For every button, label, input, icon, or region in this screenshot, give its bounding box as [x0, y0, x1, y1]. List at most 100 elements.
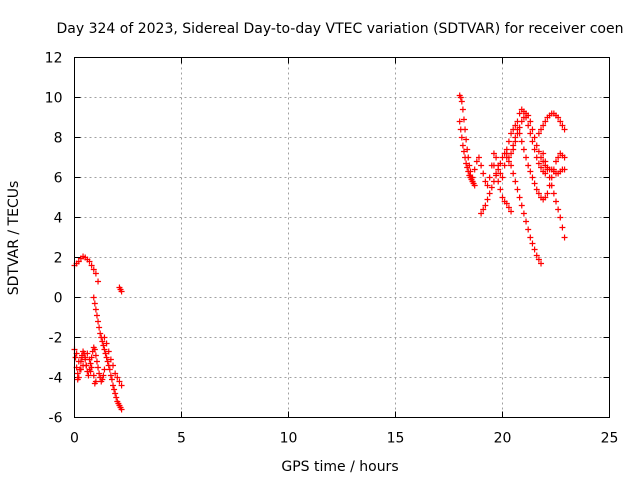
data-point: [508, 162, 515, 169]
data-point: [92, 352, 99, 359]
data-point: [516, 124, 523, 131]
data-point: [544, 190, 551, 197]
data-point: [91, 380, 98, 387]
data-point: [542, 194, 549, 201]
data-point: [95, 364, 102, 371]
x-tick-label: 15: [387, 431, 405, 447]
data-point: [480, 206, 487, 213]
data-point: [486, 174, 493, 181]
data-point: [478, 210, 485, 217]
data-point: [112, 370, 119, 377]
data-point: [525, 226, 532, 233]
data-point: [520, 146, 527, 153]
data-point: [540, 150, 547, 157]
data-point: [490, 162, 497, 169]
data-point: [529, 174, 536, 181]
data-point: [105, 348, 112, 355]
data-point: [495, 178, 502, 185]
data-point: [471, 166, 478, 173]
data-point: [529, 138, 536, 145]
data-point: [555, 206, 562, 213]
data-point: [103, 354, 110, 361]
data-point: [557, 214, 564, 221]
data-point: [88, 262, 95, 269]
data-point: [514, 130, 521, 137]
data-point: [535, 148, 542, 155]
data-point: [548, 182, 555, 189]
data-point: [538, 126, 545, 133]
data-point: [104, 358, 111, 365]
data-point: [514, 186, 521, 193]
data-point: [525, 122, 532, 129]
x-tick-label: 10: [280, 431, 298, 447]
data-point: [505, 204, 512, 211]
data-point: [112, 390, 119, 397]
data-point: [111, 386, 118, 393]
data-point: [529, 126, 536, 133]
y-tick-label: 2: [54, 251, 63, 267]
data-point: [561, 234, 568, 241]
data-point: [116, 378, 123, 385]
data-point: [503, 146, 510, 153]
data-point: [510, 170, 517, 177]
data-point: [538, 154, 545, 161]
data-point: [542, 170, 549, 177]
data-point: [555, 114, 562, 121]
x-tick-label: 25: [601, 431, 619, 447]
data-point: [99, 376, 106, 383]
data-point: [101, 346, 108, 353]
data-point: [531, 180, 538, 187]
data-point: [459, 106, 466, 113]
data-point: [90, 266, 97, 273]
data-point: [118, 406, 125, 413]
data-point: [74, 370, 81, 377]
data-point: [497, 160, 504, 167]
data-point: [520, 210, 527, 217]
plot-frame: [74, 57, 610, 418]
data-point: [83, 362, 90, 369]
data-point: [499, 194, 506, 201]
data-point: [482, 202, 489, 209]
data-point: [107, 372, 114, 379]
data-point: [542, 158, 549, 165]
x-tick-label: 20: [494, 431, 512, 447]
data-point: [527, 168, 534, 175]
data-point: [540, 122, 547, 129]
data-point: [108, 376, 115, 383]
data-point: [535, 190, 542, 197]
grid-lines: [74, 57, 610, 418]
data-point: [100, 342, 107, 349]
data-point: [523, 154, 530, 161]
data-point: [493, 154, 500, 161]
data-point: [520, 114, 527, 121]
data-point: [92, 270, 99, 277]
data-point: [488, 184, 495, 191]
y-tick-label: -6: [49, 411, 63, 427]
data-point: [512, 122, 519, 129]
data-points: [71, 92, 568, 413]
data-point: [533, 186, 540, 193]
data-point: [516, 110, 523, 117]
x-axis-label: GPS time / hours: [281, 459, 398, 475]
data-point: [87, 360, 94, 367]
data-point: [557, 118, 564, 125]
data-point: [484, 196, 491, 203]
data-point: [559, 224, 566, 231]
data-point: [469, 174, 476, 181]
data-point: [512, 138, 519, 145]
data-point: [99, 338, 106, 345]
tick-labels: 0 5 10 15 20 25 -6 -4 -2 0 2 4 6 8 10 12: [45, 51, 619, 447]
data-point: [533, 142, 540, 149]
data-point: [561, 166, 568, 173]
data-point: [499, 174, 506, 181]
data-point: [75, 358, 82, 365]
data-point: [484, 182, 491, 189]
data-point: [87, 368, 94, 375]
data-point: [84, 350, 91, 357]
data-point: [535, 130, 542, 137]
data-point: [92, 306, 99, 313]
data-point: [505, 154, 512, 161]
data-point: [93, 312, 100, 319]
data-point: [505, 138, 512, 145]
data-point: [525, 162, 532, 169]
